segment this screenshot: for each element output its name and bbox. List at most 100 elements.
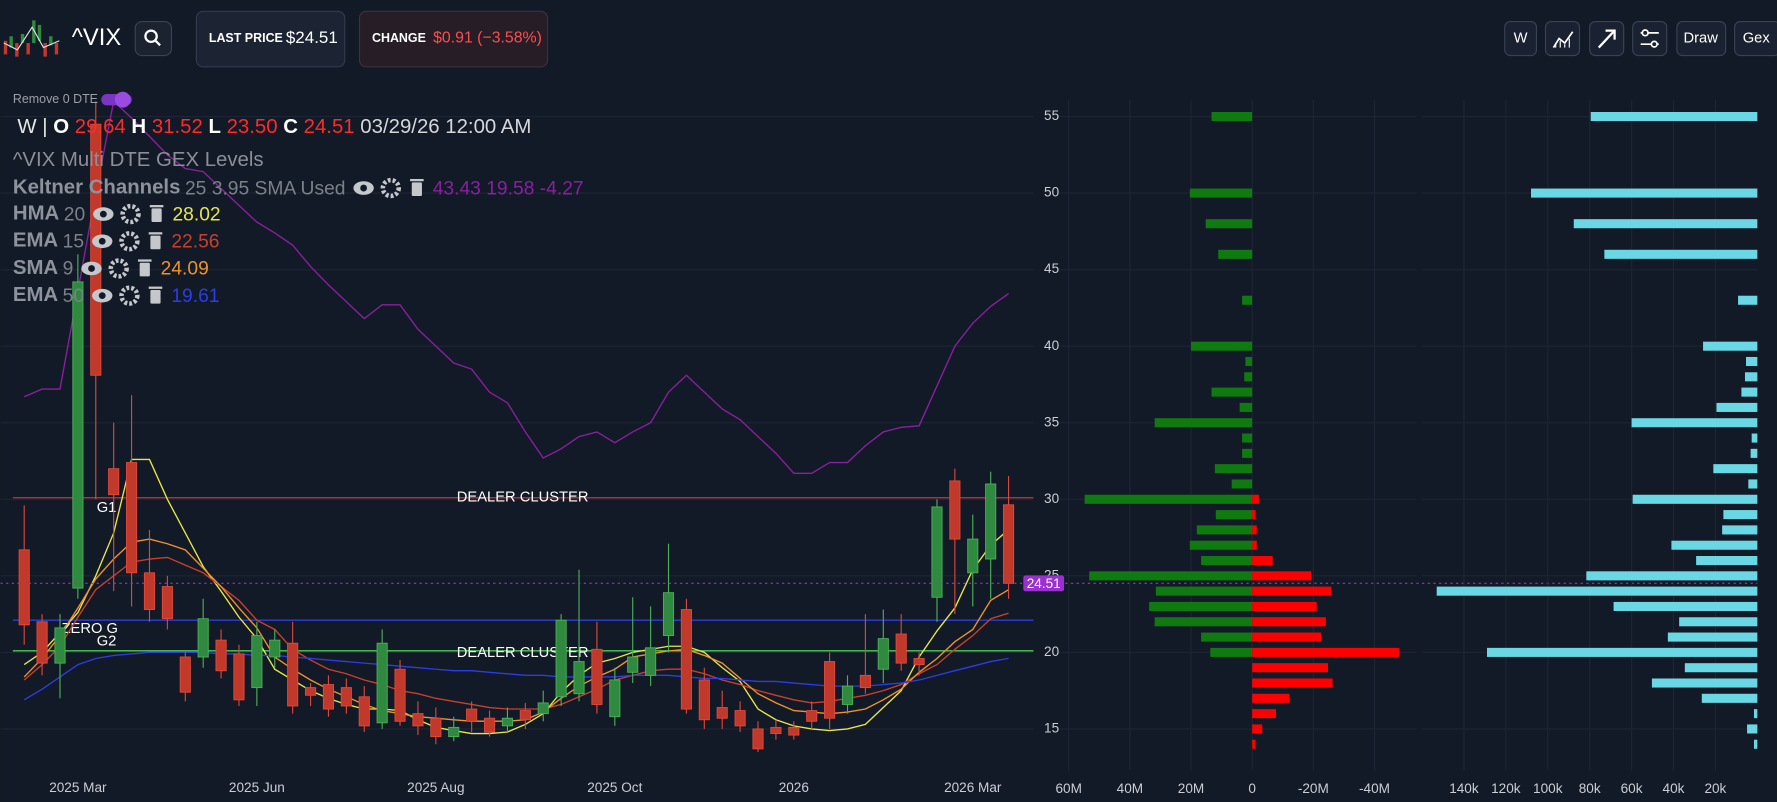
trash-body: [139, 262, 150, 277]
candle-body: [931, 506, 943, 598]
ohlc-close-label: C: [283, 116, 298, 138]
x-tick-label: 2025 Mar: [49, 780, 107, 795]
trend-button[interactable]: [1589, 20, 1625, 57]
x-tick-label: 20M: [1178, 781, 1204, 796]
gear-teeth: [119, 285, 140, 306]
gex-bar: [1196, 525, 1253, 535]
last-price-tag: [1023, 575, 1065, 592]
candle-body: [985, 483, 997, 560]
candle-body: [967, 538, 979, 574]
visibility-toggle[interactable]: [353, 181, 374, 195]
level-label: DEALER CLUSTER: [457, 645, 589, 661]
candle-body: [824, 661, 836, 719]
ohlc-timestamp: 03/29/26 12:00 AM: [360, 116, 531, 138]
change-box: CHANGE $0.91 (−3.58%): [358, 10, 549, 68]
candle-body: [573, 661, 585, 695]
x-tick-label: 40k: [1663, 781, 1685, 796]
study-title: ^VIX Multi DTE GEX Levels: [13, 149, 264, 171]
candle-body: [841, 685, 854, 705]
candle-body: [358, 696, 370, 727]
candle-body: [734, 710, 746, 727]
gex-bar: [1252, 678, 1333, 688]
candle-body: [788, 726, 800, 736]
gex-bar: [1751, 433, 1758, 443]
legend-layer: Remove 0 DTE W | O 29.64 H 31.52 L 23.50 C 24.51…: [13, 91, 584, 307]
settings-icon[interactable]: [108, 258, 129, 279]
candle-body: [519, 710, 531, 721]
visibility-toggle[interactable]: [92, 234, 113, 249]
settings-icon[interactable]: [119, 231, 140, 252]
gex-bar: [1242, 433, 1253, 443]
settings-icon[interactable]: [120, 203, 141, 225]
settings-icon[interactable]: [380, 177, 402, 199]
gear-teeth: [120, 203, 141, 225]
x-tick-label: 100k: [1533, 781, 1563, 796]
gex-bar: [1244, 372, 1253, 382]
gex-bar: [1531, 188, 1758, 198]
gex-bar: [1703, 341, 1758, 351]
gex-bar: [1252, 525, 1257, 535]
trash-body: [150, 289, 161, 304]
level-label: DEALER CLUSTER: [457, 490, 589, 506]
toggle-switch[interactable]: [101, 91, 132, 108]
x-tick-label: 140k: [1449, 781, 1479, 796]
gex-bar: [1215, 510, 1253, 520]
candle-body: [448, 726, 460, 738]
candle-body: [18, 549, 30, 626]
delete-icon[interactable]: [149, 205, 164, 223]
candle-body: [859, 674, 871, 689]
delete-icon[interactable]: [410, 178, 424, 196]
indicator-name: EMA: [13, 230, 59, 252]
settings-button[interactable]: [1632, 20, 1668, 57]
eye-pupil: [360, 184, 368, 192]
gex-bar: [1252, 494, 1259, 504]
gex-bar: [1252, 647, 1400, 657]
gex-bar: [1753, 709, 1758, 719]
gex-bar: [1189, 188, 1253, 198]
y-tick-label: 15: [1044, 721, 1059, 736]
candle-body: [340, 687, 352, 707]
button-label: Draw: [1684, 30, 1719, 46]
gex-bar: [1154, 617, 1253, 627]
visibility-toggle[interactable]: [93, 207, 114, 221]
delete-icon[interactable]: [148, 232, 163, 250]
gex-button[interactable]: Gex: [1734, 20, 1777, 57]
candle-body: [394, 668, 406, 722]
delete-icon[interactable]: [148, 286, 163, 304]
indicator-line: [23, 99, 1009, 474]
interval-button[interactable]: W: [1504, 20, 1538, 57]
gex-bar: [1211, 387, 1253, 397]
gex-bar: [1750, 448, 1758, 458]
candle-body: [251, 635, 263, 689]
gex-bar: [1231, 479, 1253, 489]
settings-icon[interactable]: [119, 285, 140, 306]
candle-body: [627, 656, 639, 673]
ohlc-low: 23.50: [227, 116, 278, 138]
gear-hub: [126, 292, 133, 299]
toggle-label: Remove 0 DTE: [13, 92, 98, 106]
x-tick-label: 0: [1248, 781, 1256, 796]
candle-body: [913, 658, 925, 666]
candle-body: [305, 687, 317, 696]
candle-body: [877, 638, 889, 670]
gex-bar: [1214, 464, 1253, 474]
x-tick-label: 120k: [1491, 781, 1521, 796]
indicator-params: 15: [63, 231, 84, 252]
ohlc-high: 31.52: [152, 116, 203, 138]
gex-bar: [1089, 571, 1253, 581]
indicators-button[interactable]: [1544, 20, 1581, 57]
candle-body: [501, 717, 513, 727]
gear-hub: [115, 265, 122, 272]
visibility-toggle[interactable]: [81, 261, 102, 276]
visibility-toggle[interactable]: [92, 288, 113, 303]
change-label: CHANGE: [372, 31, 426, 45]
draw-button[interactable]: Draw: [1676, 20, 1727, 57]
delete-icon[interactable]: [137, 259, 152, 277]
gex-bar: [1486, 647, 1758, 657]
gex-bar: [1155, 586, 1253, 596]
trash-lid: [148, 286, 163, 289]
gex-bar: [1154, 418, 1253, 428]
candle-body: [752, 728, 764, 750]
search-button[interactable]: [134, 20, 173, 57]
